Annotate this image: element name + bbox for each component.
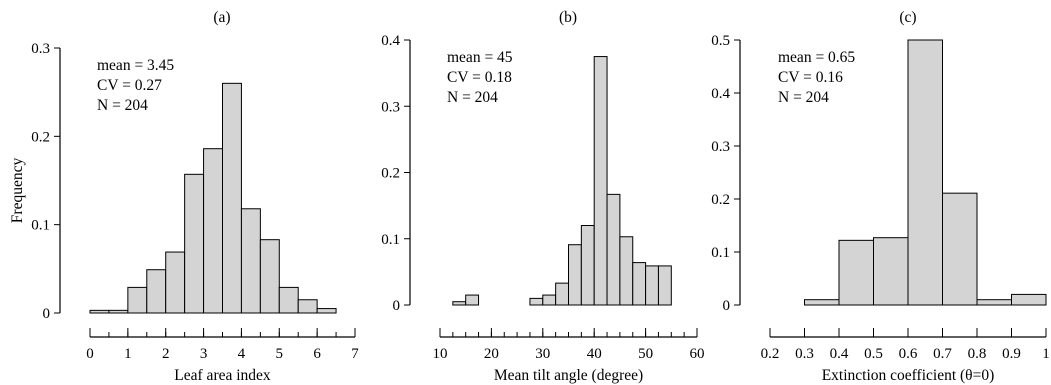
stat-annotation: CV = 0.16 xyxy=(778,69,843,86)
histogram-bar xyxy=(1011,293,1047,306)
histogram-bar xyxy=(529,297,544,306)
x-tick-label: 0.4 xyxy=(830,346,849,362)
histogram-bar xyxy=(907,39,943,306)
x-tick-label: 4 xyxy=(238,346,246,362)
x-tick-label: 5 xyxy=(276,346,284,362)
histogram-bar xyxy=(838,239,874,306)
stat-annotation: CV = 0.27 xyxy=(97,77,162,94)
y-tick-label: 0.1 xyxy=(711,245,730,261)
y-tick-label: 0.2 xyxy=(31,129,50,145)
x-tick-label: 0.8 xyxy=(968,346,987,362)
y-axis-title: Frequency xyxy=(9,158,26,224)
x-tick-label: 0.7 xyxy=(933,346,952,362)
x-tick-label: 10 xyxy=(433,346,448,362)
x-axis-title: Extinction coefficient (θ=0) xyxy=(822,367,995,384)
y-tick-label: 0.2 xyxy=(711,192,730,208)
histogram-bar xyxy=(942,192,978,306)
y-tick-label: 0.4 xyxy=(381,33,400,49)
y-tick-label: 0.3 xyxy=(31,41,50,57)
panel-label: (c) xyxy=(899,9,916,26)
histogram-bar xyxy=(165,251,186,314)
x-tick-label: 50 xyxy=(638,346,653,362)
histogram-bar xyxy=(568,244,582,306)
histogram-bar xyxy=(657,265,672,306)
x-tick-label: 0 xyxy=(86,346,94,362)
histogram-bar xyxy=(632,262,647,306)
histogram-bar xyxy=(976,299,1012,306)
histogram-bar xyxy=(184,173,205,314)
x-tick-label: 2 xyxy=(162,346,170,362)
histogram-bar xyxy=(804,299,840,306)
x-tick-label: 1 xyxy=(124,346,132,362)
x-axis-title: Leaf area index xyxy=(174,367,271,384)
y-tick-label: 0.4 xyxy=(711,86,730,102)
histogram-bar xyxy=(146,269,167,314)
x-tick-label: 1 xyxy=(1042,346,1050,362)
x-tick-label: 40 xyxy=(587,346,602,362)
histogram-bar xyxy=(645,265,659,306)
y-tick-label: 0.3 xyxy=(381,99,400,115)
y-tick-label: 0.5 xyxy=(711,33,730,49)
histogram-bar xyxy=(606,193,621,306)
x-tick-label: 0.3 xyxy=(795,346,814,362)
y-tick-label: 0 xyxy=(393,298,401,314)
histogram-bar xyxy=(240,208,261,314)
panel-1: 0 0.1 0.2 0.3 0 1 2 3 4 5 6 7 (a) Leaf area index Freq… xyxy=(9,9,359,384)
x-tick-label: 3 xyxy=(200,346,208,362)
x-tick-label: 0.6 xyxy=(899,346,918,362)
histogram-bar xyxy=(452,301,467,306)
histogram-bar xyxy=(278,286,299,314)
panel-label: (a) xyxy=(213,9,230,26)
x-tick-label: 0.5 xyxy=(864,346,883,362)
stat-annotation: N = 204 xyxy=(778,89,829,106)
y-tick-label: 0.1 xyxy=(381,232,400,248)
panel-label: (b) xyxy=(559,9,577,26)
stat-annotation: mean = 3.45 xyxy=(97,57,174,74)
histogram-bar xyxy=(316,308,337,314)
stat-annotation: CV = 0.18 xyxy=(447,69,512,86)
histogram-bar xyxy=(465,294,480,306)
x-tick-label: 6 xyxy=(313,346,321,362)
x-tick-label: 0.9 xyxy=(1002,346,1021,362)
y-tick-label: 0.3 xyxy=(711,139,730,155)
stat-annotation: mean = 0.65 xyxy=(778,49,855,66)
histogram-bar xyxy=(203,148,223,314)
x-tick-label: 7 xyxy=(351,346,359,362)
y-tick-label: 0.1 xyxy=(31,218,50,234)
histogram-bar xyxy=(297,299,318,314)
y-tick-label: 0 xyxy=(723,298,731,314)
x-tick-label: 0.2 xyxy=(761,346,780,362)
y-tick-label: 0 xyxy=(43,306,51,322)
histogram-bar xyxy=(108,309,129,314)
panel-3: 0 0.1 0.2 0.3 0.4 0.5 0.2 0.3 0.4 0.5 0.6 0.7 0.8 0.9… xyxy=(711,9,1050,384)
stat-annotation: N = 204 xyxy=(447,89,498,106)
histogram-bar xyxy=(89,309,110,314)
histogram-bar xyxy=(222,82,242,314)
histogram-bar xyxy=(619,236,634,306)
histogram-bar xyxy=(555,282,570,306)
histogram-bar xyxy=(542,294,557,306)
histogram-bar xyxy=(580,225,595,306)
x-tick-label: 20 xyxy=(484,346,499,362)
panel-2: 0 0.1 0.2 0.3 0.4 10 20 30 40 50 60 (b) Mean tilt an… xyxy=(381,9,704,384)
histogram-bar xyxy=(259,239,280,314)
stat-annotation: N = 204 xyxy=(97,97,148,114)
stat-annotation: mean = 45 xyxy=(447,49,513,66)
histogram-bar xyxy=(593,56,608,306)
x-tick-label: 60 xyxy=(690,346,705,362)
y-tick-label: 0.2 xyxy=(381,166,400,182)
x-tick-label: 30 xyxy=(535,346,550,362)
histogram-bar xyxy=(127,286,148,314)
x-axis-title: Mean tilt angle (degree) xyxy=(494,367,643,384)
histogram-bar xyxy=(873,237,909,306)
